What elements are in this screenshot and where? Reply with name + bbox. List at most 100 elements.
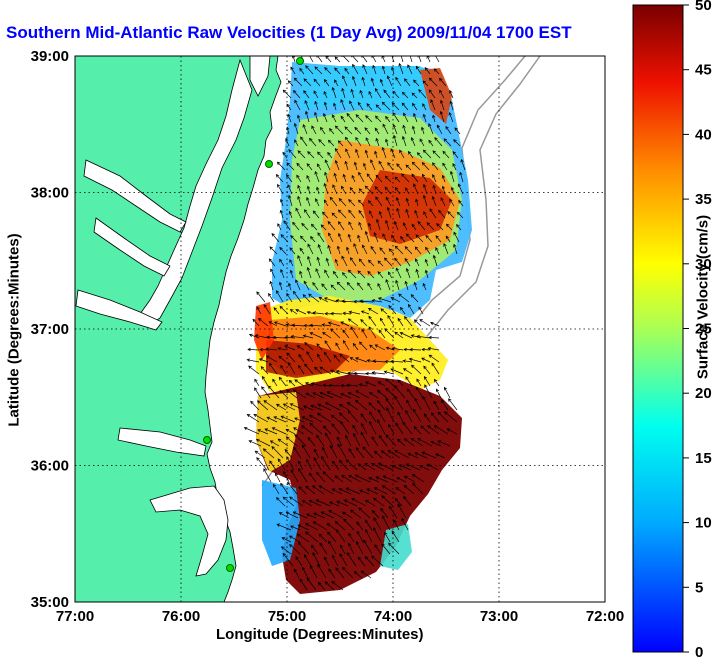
velocity-arrow <box>321 283 328 291</box>
velocity-arrow <box>288 379 296 387</box>
y-tick-label: 36:00 <box>31 458 69 475</box>
velocity-arrow <box>381 101 391 111</box>
velocity-arrow <box>287 481 298 495</box>
velocity-arrow <box>385 387 397 399</box>
velocity-arrow <box>361 56 368 63</box>
velocity-arrow <box>279 209 284 219</box>
velocity-arrow <box>424 258 429 267</box>
velocity-arrow <box>442 150 450 159</box>
velocity-arrow <box>355 399 368 411</box>
velocity-arrow <box>335 299 347 303</box>
velocity-arrow <box>407 150 414 159</box>
velocity-arrow <box>306 196 311 207</box>
velocity-arrow <box>341 299 356 303</box>
velocity-arrow <box>280 364 287 375</box>
colorbar-tick-label: 15 <box>695 450 712 467</box>
velocity-arrow <box>334 475 344 483</box>
velocity-arrow <box>388 423 395 435</box>
velocity-arrow <box>371 555 384 567</box>
velocity-arrow <box>321 211 329 219</box>
velocity-arrow <box>331 86 337 99</box>
velocity-arrow <box>262 375 269 387</box>
velocity-arrow <box>286 174 293 183</box>
velocity-arrow <box>432 162 439 171</box>
velocity-arrow <box>381 495 394 507</box>
velocity-arrow <box>403 438 415 447</box>
velocity-arrow <box>368 200 374 207</box>
velocity-arrow <box>353 432 361 447</box>
velocity-arrow <box>318 297 329 303</box>
velocity-arrow <box>428 123 434 135</box>
velocity-arrow <box>352 424 359 435</box>
velocity-arrow <box>330 444 338 459</box>
velocity-arrow <box>411 173 419 183</box>
velocity-arrow <box>404 257 411 267</box>
velocity-arrow <box>374 87 382 99</box>
velocity-arrow <box>391 465 403 471</box>
velocity-arrow <box>397 317 404 327</box>
velocity-arrow <box>256 400 269 411</box>
velocity-arrow <box>302 294 311 303</box>
velocity-arrow <box>404 246 413 255</box>
velocity-arrow <box>416 378 422 387</box>
velocity-arrow <box>303 405 314 411</box>
velocity-arrow <box>441 399 449 411</box>
velocity-arrow <box>380 450 392 459</box>
velocity-arrow <box>375 218 381 231</box>
james-river <box>75 289 163 331</box>
velocity-arrow <box>296 162 304 171</box>
velocity-arrow <box>306 175 311 183</box>
velocity-arrow <box>338 198 347 207</box>
velocity-arrow <box>329 196 338 207</box>
velocity-arrow <box>319 391 334 399</box>
velocity-arrow <box>340 420 350 435</box>
velocity-arrow <box>444 386 451 399</box>
potomac-river <box>83 159 187 233</box>
velocity-arrow <box>452 163 457 171</box>
velocity-arrow <box>246 358 260 363</box>
velocity-arrow <box>327 321 341 327</box>
velocity-arrow <box>327 220 336 231</box>
velocity-arrow <box>324 340 332 351</box>
velocity-arrow <box>392 134 398 147</box>
velocity-arrow <box>381 485 397 495</box>
velocity-arrow <box>353 299 365 304</box>
velocity-arrow <box>302 566 309 579</box>
velocity-arrow <box>380 308 388 315</box>
velocity-arrow <box>422 282 427 291</box>
velocity-arrow <box>331 114 337 123</box>
velocity-arrow <box>358 258 366 267</box>
velocity-arrow <box>370 159 376 171</box>
velocity-arrow <box>342 311 352 316</box>
velocity-arrow <box>293 446 302 459</box>
velocity-arrow <box>348 209 356 219</box>
velocity-arrow <box>316 56 323 63</box>
velocity-arrow <box>416 152 423 159</box>
velocity-arrow <box>397 503 407 519</box>
velocity-arrow <box>419 319 431 327</box>
velocity-arrow <box>379 317 386 327</box>
velocity-arrow <box>278 512 290 519</box>
velocity-arrow <box>341 475 353 483</box>
velocity-arrow <box>268 362 278 375</box>
velocity-arrow <box>263 400 278 411</box>
velocity-arrow <box>267 385 280 399</box>
velocity-arrow <box>368 210 374 219</box>
velocity-arrow <box>272 335 287 340</box>
velocity-arrow <box>443 243 449 255</box>
velocity-arrow <box>418 306 424 315</box>
velocity-arrow <box>438 209 446 219</box>
velocity-arrow <box>308 499 322 507</box>
velocity-arrow <box>420 425 431 435</box>
velocity-arrow <box>422 149 432 159</box>
velocity-arrow <box>304 209 311 219</box>
velocity-arrow <box>302 124 308 135</box>
velocity-arrow <box>304 342 314 351</box>
velocity-arrow <box>368 326 377 339</box>
velocity-arrow <box>446 428 458 435</box>
velocity-arrow <box>408 56 413 63</box>
velocity-arrow <box>263 304 271 315</box>
velocity-arrow <box>374 544 382 555</box>
velocity-arrow <box>428 335 440 340</box>
velocity-arrow <box>427 346 440 351</box>
